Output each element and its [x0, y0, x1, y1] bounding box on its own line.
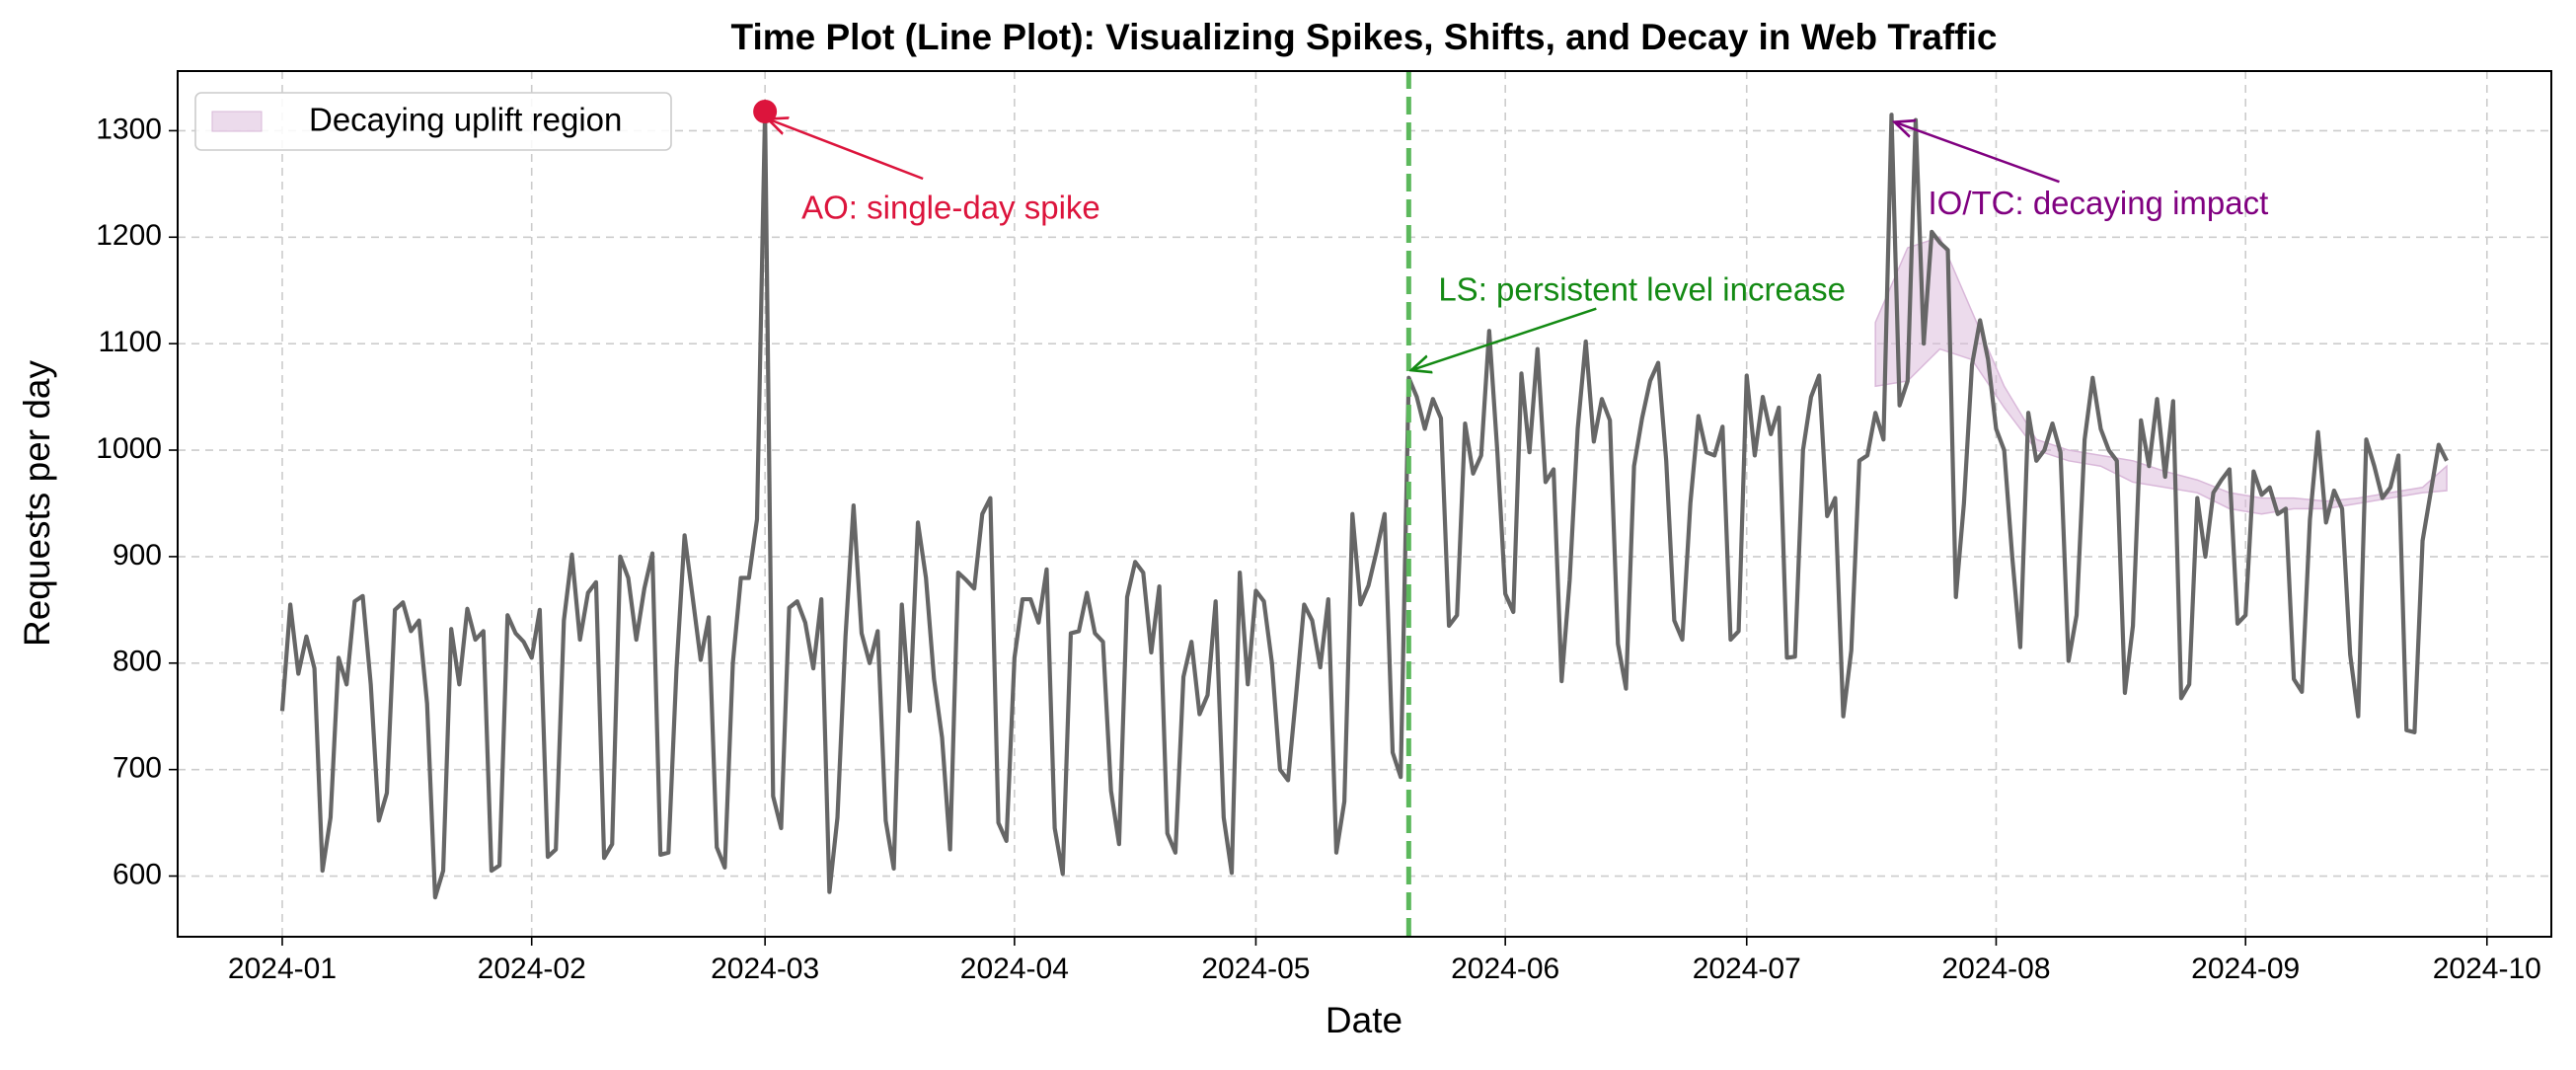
chart-title: Time Plot (Line Plot): Visualizing Spike… — [731, 17, 1998, 57]
x-tick-label: 2024-10 — [2433, 953, 2541, 985]
y-tick-label: 1000 — [96, 432, 162, 465]
x-axis-label: Date — [1326, 1000, 1402, 1040]
x-tick-label: 2024-03 — [711, 953, 819, 985]
annotation-arrow — [768, 118, 924, 181]
legend-box — [194, 92, 672, 151]
plot-frame — [177, 70, 2552, 938]
y-tick-label: 1300 — [96, 113, 162, 145]
annotation-text: IO/TC: decaying impact — [1928, 185, 2268, 221]
y-tick-label: 1100 — [98, 326, 162, 358]
y-axis-label: Requests per day — [17, 360, 57, 648]
x-tick-label: 2024-01 — [228, 953, 337, 985]
x-tick-label: 2024-02 — [478, 953, 586, 985]
y-tick-label: 600 — [113, 858, 162, 890]
y-tick-label: 700 — [113, 752, 162, 785]
x-tick-label: 2024-05 — [1201, 953, 1310, 985]
x-tick-label: 2024-06 — [1451, 953, 1559, 985]
x-tick-label: 2024-08 — [1941, 953, 2050, 985]
y-tick-label: 900 — [113, 539, 162, 572]
legend-label: Decaying uplift region — [309, 102, 622, 138]
y-tick-label: 800 — [113, 646, 162, 678]
legend: Decaying uplift region — [194, 92, 672, 151]
uplift-region — [1874, 236, 2448, 515]
legend-swatch — [211, 111, 263, 132]
y-tick-label: 1200 — [96, 219, 162, 252]
x-tick-label: 2024-09 — [2191, 953, 2300, 985]
annotation-text: AO: single-day spike — [801, 190, 1100, 226]
x-tick-label: 2024-04 — [960, 953, 1069, 985]
x-tick-label: 2024-07 — [1693, 953, 1801, 985]
annotation-arrow — [1411, 307, 1597, 370]
annotation-text: LS: persistent level increase — [1438, 270, 1846, 307]
annotation-arrow — [1894, 122, 2060, 184]
series-line — [279, 109, 2449, 900]
